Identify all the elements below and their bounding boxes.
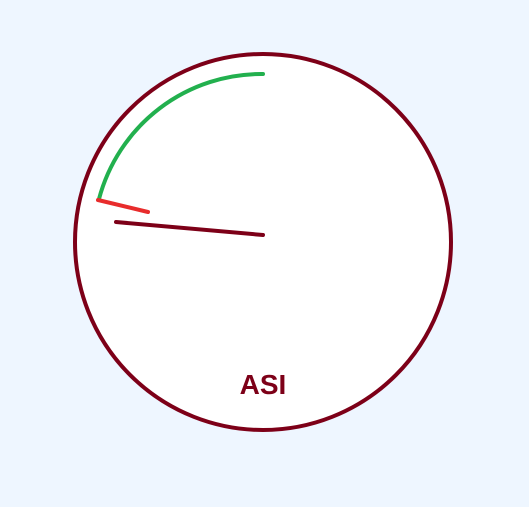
red-limit-mark [96, 198, 150, 214]
needle [114, 220, 265, 237]
gauge-label: ASI [240, 369, 287, 400]
dial-face [73, 52, 453, 432]
green-operating-arc [97, 71, 265, 201]
